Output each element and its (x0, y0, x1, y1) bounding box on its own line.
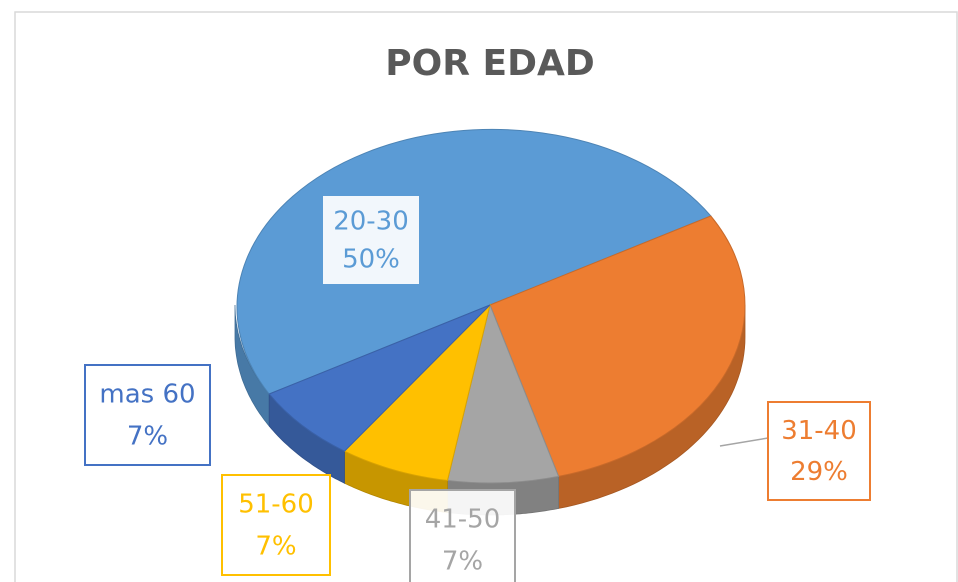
pie-tops (236, 128, 746, 484)
data-label-box (84, 364, 211, 466)
data-label-value: 50% (342, 244, 400, 274)
chart-border (14, 11, 958, 582)
data-label-box (767, 401, 871, 501)
data-label-value: 7% (127, 422, 168, 452)
data-label-category: mas 60 (99, 380, 195, 410)
data-labels: 20-30 50% 31-40 29% 41-50 7% 51-60 7% mas 60 7% (84, 194, 871, 582)
slice-side (234, 305, 270, 428)
slice (489, 215, 746, 477)
data-label-category: 51-60 (238, 490, 314, 520)
slice (268, 304, 491, 452)
data-label-box (409, 489, 516, 582)
data-label-category: 20-30 (333, 207, 409, 237)
data-label-value: 7% (442, 547, 483, 577)
chart-title: POR EDAD (385, 43, 594, 84)
slice (446, 303, 560, 484)
data-label-value: 29% (790, 457, 848, 487)
slice (343, 303, 491, 482)
data-label-category: 31-40 (781, 416, 857, 446)
data-label-box (221, 474, 331, 576)
leader-line (719, 437, 769, 447)
data-label-category: 41-50 (425, 505, 501, 535)
data-label-value: 7% (255, 532, 296, 562)
data-label-box (321, 194, 421, 286)
